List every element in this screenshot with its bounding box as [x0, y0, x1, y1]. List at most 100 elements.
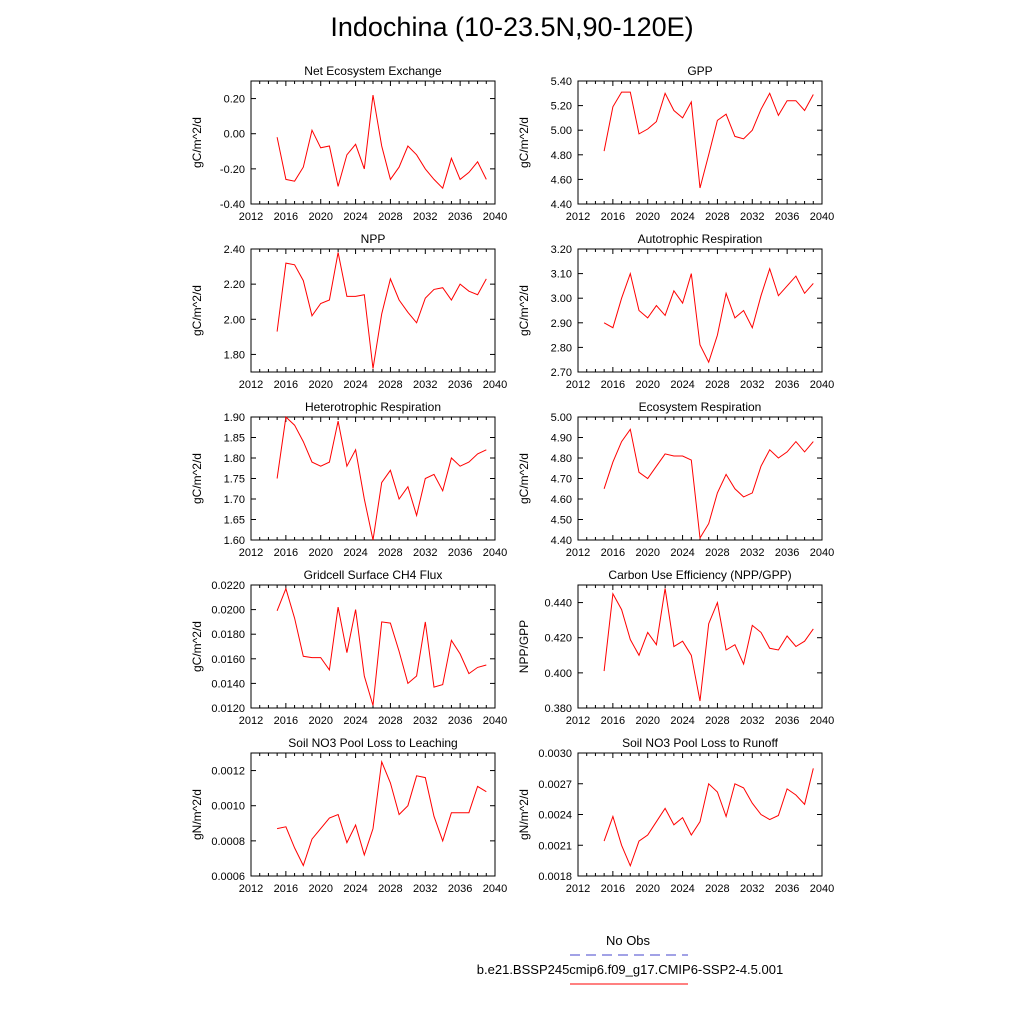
series-line: [276, 587, 487, 706]
x-tick-label: 2020: [308, 211, 332, 223]
y-tick-label: 1.75: [224, 474, 245, 486]
y-tick-label: 3.10: [551, 269, 572, 281]
x-tick-label: 2040: [483, 715, 507, 727]
x-tick-label: 2036: [775, 883, 799, 895]
x-tick-label: 2040: [810, 715, 834, 727]
panel-title: Gridcell Surface CH4 Flux: [304, 568, 443, 582]
panel-3: NPP gC/m^2/d 2012 2016 2020 2024 2028 2032 2036 2…: [190, 232, 507, 391]
x-tick-label: 2028: [378, 883, 402, 895]
x-tick-label: 2040: [810, 211, 834, 223]
x-tick-label: 2024: [343, 379, 367, 391]
x-tick-label: 2028: [705, 379, 729, 391]
series-line: [603, 91, 814, 189]
x-tick-label: 2024: [670, 211, 694, 223]
y-tick-label: 5.00: [551, 125, 572, 137]
x-tick-label: 2020: [308, 883, 332, 895]
panel-title: GPP: [687, 64, 712, 78]
y-tick-label: 4.60: [551, 494, 572, 506]
x-tick-label: 2040: [810, 547, 834, 559]
x-tick-label: 2024: [343, 211, 367, 223]
x-tick-label: 2012: [566, 883, 590, 895]
x-tick-label: 2016: [274, 715, 298, 727]
panel-title: Heterotrophic Respiration: [305, 400, 441, 414]
plot-frame: [250, 248, 496, 373]
y-tick-label: 1.60: [224, 535, 245, 547]
x-tick-label: 2028: [705, 211, 729, 223]
x-tick-label: 2016: [601, 211, 625, 223]
y-tick-label: 5.00: [551, 412, 572, 424]
panel-4: Autotrophic Respiration gC/m^2/d 2012 2016 2…: [517, 232, 834, 391]
y-tick-label: 5.40: [551, 76, 572, 88]
y-tick-label: 3.20: [551, 244, 572, 256]
panel-8: Carbon Use Efficiency (NPP/GPP) NPP/GPP 20…: [517, 568, 834, 727]
y-axis-label: gC/m^2/d: [517, 117, 531, 168]
plot-frame: [577, 248, 823, 373]
panel-title: NPP: [361, 232, 386, 246]
panel-title: Ecosystem Respiration: [639, 400, 762, 414]
x-tick-label: 2032: [740, 211, 764, 223]
y-tick-label: 0.0120: [211, 703, 245, 715]
panel-title: Soil NO3 Pool Loss to Runoff: [622, 736, 779, 750]
x-tick-label: 2036: [775, 211, 799, 223]
x-tick-label: 2040: [483, 211, 507, 223]
series-line: [603, 428, 814, 540]
x-tick-label: 2016: [274, 883, 298, 895]
y-tick-label: 4.40: [551, 199, 572, 211]
x-tick-label: 2016: [601, 379, 625, 391]
x-tick-label: 2032: [740, 883, 764, 895]
y-tick-label: 1.90: [224, 412, 245, 424]
x-tick-label: 2024: [343, 883, 367, 895]
x-tick-label: 2032: [413, 883, 437, 895]
x-tick-label: 2016: [274, 379, 298, 391]
x-tick-label: 2012: [566, 379, 590, 391]
panel-title: Autotrophic Respiration: [638, 232, 763, 246]
y-tick-label: 0.0024: [538, 810, 572, 822]
series-line: [603, 588, 814, 702]
x-tick-label: 2036: [775, 715, 799, 727]
y-tick-label: 4.70: [551, 474, 572, 486]
panel-10: Soil NO3 Pool Loss to Runoff gN/m^2/d 2012…: [517, 736, 834, 895]
x-tick-label: 2016: [274, 547, 298, 559]
x-tick-label: 2020: [635, 379, 659, 391]
y-tick-label: 1.80: [224, 453, 245, 465]
x-tick-label: 2012: [239, 211, 263, 223]
plot-frame: [250, 584, 496, 709]
panel-title: Net Ecosystem Exchange: [304, 64, 442, 78]
x-tick-label: 2016: [601, 547, 625, 559]
y-tick-label: 0.0008: [211, 836, 245, 848]
y-tick-label: 4.90: [551, 433, 572, 445]
plot-frame: [250, 80, 496, 205]
y-tick-label: 0.420: [544, 633, 572, 645]
y-tick-label: 0.0012: [211, 766, 245, 778]
y-tick-label: 4.80: [551, 150, 572, 162]
plot-frame: [577, 584, 823, 709]
x-tick-label: 2012: [239, 715, 263, 727]
panel-9: Soil NO3 Pool Loss to Leaching gN/m^2/d 20…: [190, 736, 507, 895]
panel-title: Soil NO3 Pool Loss to Leaching: [288, 736, 457, 750]
x-tick-label: 2036: [448, 547, 472, 559]
y-tick-label: 4.50: [551, 515, 572, 527]
x-tick-label: 2032: [413, 379, 437, 391]
x-tick-label: 2036: [448, 211, 472, 223]
y-tick-label: 2.00: [224, 314, 245, 326]
y-axis-label: gN/m^2/d: [190, 789, 204, 840]
y-tick-label: 0.440: [544, 598, 572, 610]
y-tick-label: 0.00: [224, 129, 245, 141]
y-tick-label: -0.20: [220, 164, 245, 176]
x-tick-label: 2032: [740, 379, 764, 391]
y-axis-label: gC/m^2/d: [190, 621, 204, 672]
x-tick-label: 2028: [378, 379, 402, 391]
y-tick-label: 0.0180: [211, 629, 245, 641]
plot-frame: [577, 752, 823, 877]
y-tick-label: 1.65: [224, 515, 245, 527]
series-line: [603, 267, 814, 364]
y-tick-label: 0.380: [544, 703, 572, 715]
y-tick-label: 1.70: [224, 494, 245, 506]
x-tick-label: 2036: [448, 379, 472, 391]
y-axis-label: gC/m^2/d: [190, 285, 204, 336]
y-tick-label: -0.40: [220, 199, 245, 211]
x-tick-label: 2020: [308, 715, 332, 727]
x-tick-label: 2020: [635, 883, 659, 895]
x-tick-label: 2032: [413, 715, 437, 727]
